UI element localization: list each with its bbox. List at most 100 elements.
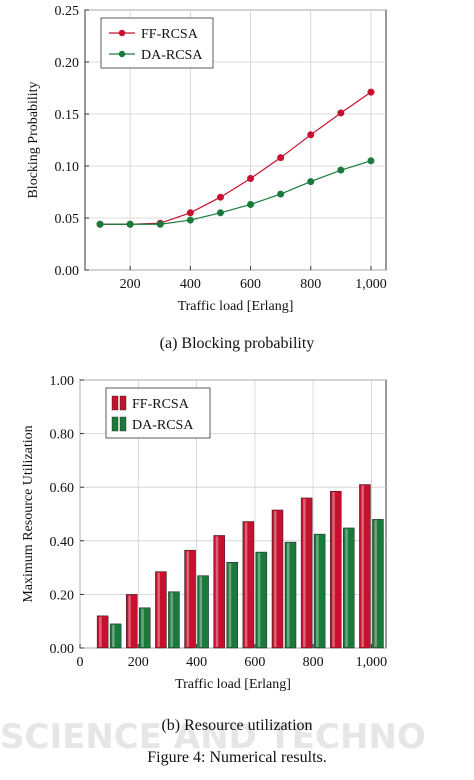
bar-ff-rcsa [184,549,196,649]
x-axis-label: Traffic load [Erlang] [178,299,294,314]
bar-da-rcsa [372,519,384,649]
y-tick-label: 0.80 [50,428,75,443]
bar-ff-rcsa [300,497,313,649]
data-point [247,200,255,208]
series-line-da-rcsa [100,160,372,225]
legend: FF-RCSA DA-RCSA [105,387,211,439]
bar-highlight [374,520,377,647]
bar-highlight [287,543,290,647]
data-point [216,193,224,201]
x-tick-label: 600 [244,655,265,670]
x-tick-label: 200 [128,655,149,670]
bar-ff-rcsa [155,571,167,649]
bar-highlight [332,492,335,647]
data-point [156,220,164,228]
data-point [307,178,315,186]
x-axis-ticks: 200 400 600 800 1,000 [120,266,387,292]
legend-swatch [111,416,119,432]
subfigure-caption: (a) Blocking probability [160,335,315,352]
bar-highlight [257,553,261,647]
legend-label: DA-RCSA [132,418,194,433]
bar-highlight [186,551,190,647]
bar-highlight [215,536,219,647]
legend-marker [118,29,126,37]
legend-label: FF-RCSA [141,27,199,42]
bar-da-rcsa [226,561,238,649]
bar-da-rcsa [109,623,122,649]
data-point [126,220,134,228]
bar-da-rcsa [197,575,209,649]
y-tick-label: 0.00 [55,264,80,279]
bar-highlight [141,608,144,647]
chart-blocking-probability: 0.00 0.05 0.10 0.15 0.20 0.25 200 400 600 800 1,0… [26,4,387,352]
x-tick-label: 1,000 [356,655,388,670]
data-point [277,190,285,198]
bar-highlight [99,616,102,647]
y-tick-label: 0.20 [55,56,80,71]
bar-ff-rcsa [359,484,371,649]
x-tick-label: 0 [77,655,84,670]
bar-da-rcsa [255,551,268,649]
legend-swatch [119,416,127,432]
data-point [186,209,194,217]
legend-swatch [119,395,127,411]
y-axis-ticks: 0.00 0.20 0.40 0.60 0.80 1.00 [50,374,84,657]
bar-da-rcsa [343,527,355,649]
bar-highlight [274,510,277,647]
y-tick-label: 0.40 [50,535,75,550]
bar-highlight [244,522,248,647]
y-axis-ticks: 0.00 0.05 0.10 0.15 0.20 0.25 [55,4,89,279]
series-lines [96,88,375,228]
bar-highlight [345,528,348,647]
data-point [307,131,315,139]
y-tick-label: 0.15 [55,108,80,123]
y-tick-label: 0.10 [55,160,80,175]
chart-resource-utilization: 0.00 0.20 0.40 0.60 0.80 1.00 0 200 400 600 800 1,… [21,374,387,734]
bar-highlight [170,592,173,647]
x-axis-ticks: 0 200 400 600 800 1,000 [77,644,388,670]
legend-box [100,17,214,69]
bar-da-rcsa [168,591,180,649]
data-point [277,154,285,162]
x-tick-label: 800 [300,277,321,292]
watermark-text: SCIENCE AND TECHNO [0,717,426,757]
bar-da-rcsa [284,541,297,649]
x-tick-label: 400 [180,277,201,292]
figure-caption: Figure 4: Numerical results. [147,749,327,766]
x-axis-label: Traffic load [Erlang] [175,677,291,692]
bar-highlight [112,624,115,647]
legend-label: DA-RCSA [141,48,203,63]
series-line-ff-rcsa [100,91,372,225]
data-point [216,209,224,217]
legend-marker [118,50,126,58]
x-tick-label: 800 [303,655,324,670]
data-point [247,174,255,182]
legend-label: FF-RCSA [132,397,190,412]
bar-ff-rcsa [126,594,138,649]
bar-da-rcsa [139,607,151,649]
data-point [337,166,345,174]
bar-da-rcsa [313,533,326,649]
data-point [96,220,104,228]
y-tick-label: 0.60 [50,481,75,496]
bar-highlight [303,498,306,647]
x-tick-label: 400 [186,655,207,670]
bar-highlight [199,576,203,647]
y-tick-label: 0.20 [50,588,75,603]
x-tick-label: 200 [120,277,141,292]
y-tick-label: 0.25 [55,4,80,19]
bar-ff-rcsa [242,521,255,649]
y-tick-label: 0.05 [55,212,80,227]
bar-ff-rcsa [96,615,109,649]
watermark: SCIENCE AND TECHNO [0,717,426,757]
bars [96,484,384,649]
data-point [337,109,345,117]
y-tick-label: 0.00 [50,642,75,657]
bar-highlight [157,572,160,647]
data-point [367,157,375,165]
data-point [367,88,375,96]
data-point [186,216,194,224]
y-axis-label: Blocking Probability [26,81,41,198]
bar-ff-rcsa [271,509,284,649]
